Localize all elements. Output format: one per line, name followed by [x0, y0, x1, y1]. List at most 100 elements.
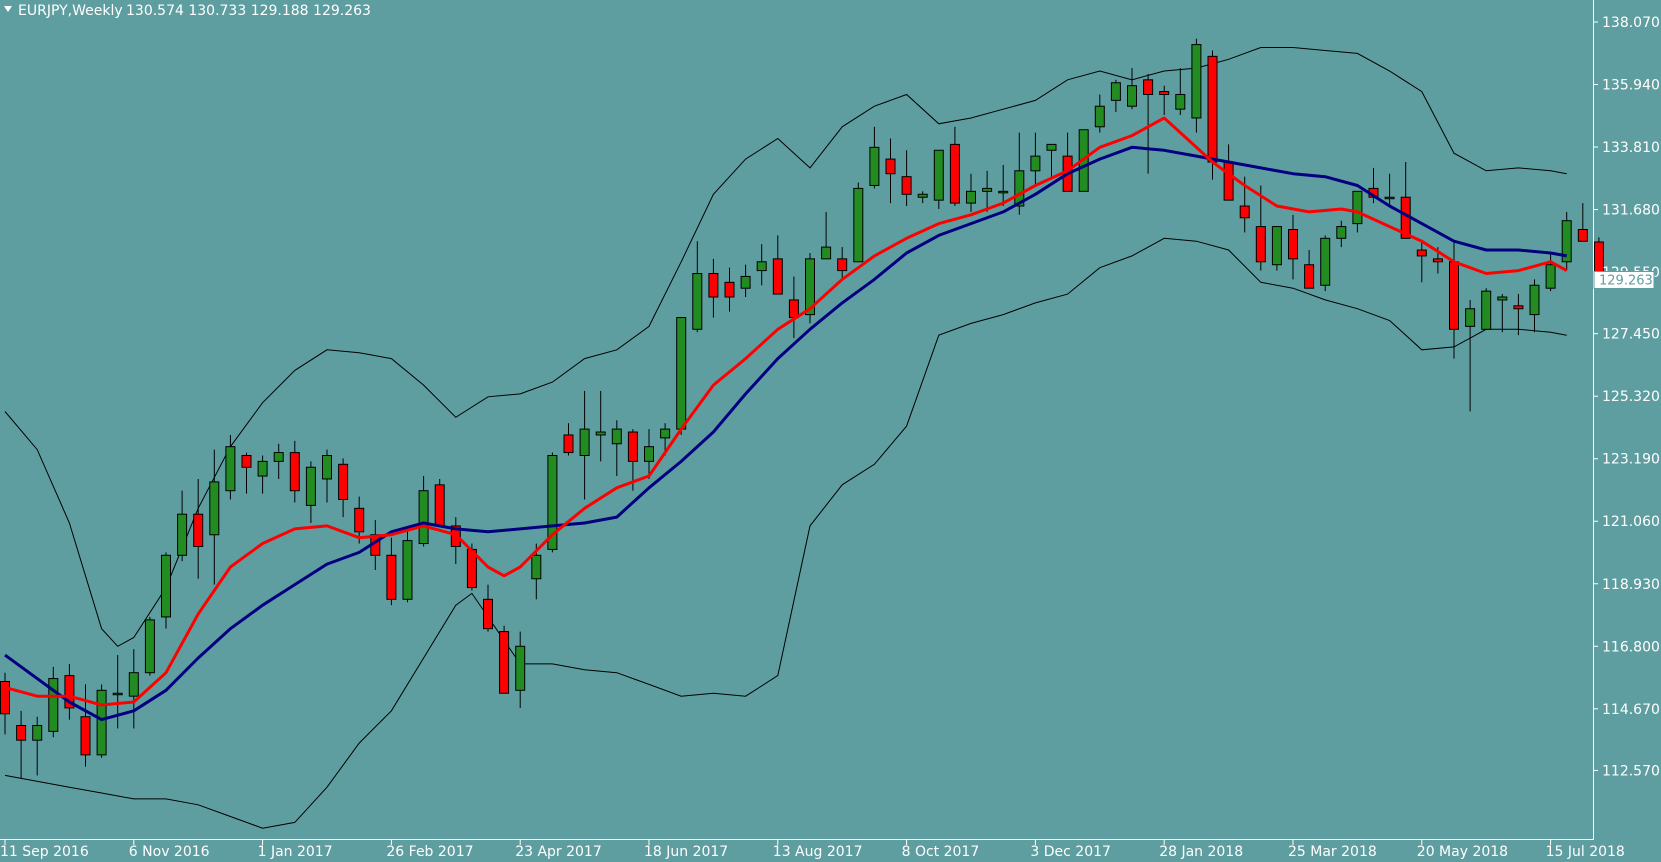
candle	[708, 258, 719, 318]
candle	[901, 150, 912, 207]
candle-body	[1384, 196, 1395, 200]
chart-header: EURJPY,Weekly 130.574 130.733 129.188 12…	[4, 3, 371, 19]
candle-body	[740, 275, 751, 289]
y-tick-label: 131.680	[1602, 203, 1660, 219]
y-axis-ticks: 138.070135.940133.810131.680129.550127.4…	[1593, 15, 1660, 779]
candle-body	[1127, 85, 1137, 107]
candle-body	[1561, 220, 1572, 263]
candle	[853, 182, 864, 263]
y-tick-label: 133.810	[1602, 140, 1660, 156]
candle-body	[1159, 91, 1170, 95]
candle-body	[1465, 308, 1476, 327]
candle	[48, 666, 59, 738]
candle-body	[1207, 55, 1218, 163]
candle	[1255, 185, 1266, 271]
candle	[418, 476, 429, 547]
candle-body	[676, 317, 687, 430]
candle-body	[354, 507, 365, 533]
candle-body	[595, 431, 606, 436]
candle	[402, 531, 413, 603]
candle	[579, 390, 590, 500]
x-tick-label: 15 Jul 2018	[1546, 844, 1625, 860]
candle-body	[998, 190, 1009, 194]
candle-body	[1239, 205, 1250, 219]
candle-body	[80, 716, 91, 756]
x-tick-label: 3 Dec 2017	[1030, 844, 1111, 860]
candle	[209, 449, 220, 585]
candle-body	[1352, 190, 1363, 225]
x-tick-label: 1 Jan 2017	[258, 844, 333, 860]
candle	[32, 716, 43, 776]
x-tick-label: 28 Jan 2018	[1159, 844, 1243, 860]
x-tick-label: 25 Mar 2018	[1288, 844, 1377, 860]
ohlc-label: 130.574 130.733 129.188 129.263	[126, 3, 371, 19]
candle	[1014, 132, 1025, 215]
candle	[1094, 94, 1105, 133]
candle	[692, 241, 703, 333]
candle-body	[1223, 161, 1234, 201]
candle-body	[1110, 82, 1121, 101]
candle	[96, 684, 107, 758]
candle-body	[1577, 229, 1588, 242]
bands-layer	[4, 47, 1567, 829]
candle	[386, 537, 397, 606]
y-tick-label: 118.930	[1602, 577, 1660, 593]
y-tick-label: 112.570	[1602, 763, 1660, 779]
candle-body	[1014, 170, 1025, 207]
candle	[1271, 226, 1282, 271]
candle	[289, 440, 300, 503]
candle-body	[788, 299, 799, 319]
candle-body	[901, 176, 912, 195]
candle	[1191, 38, 1202, 133]
candle-body	[1449, 261, 1459, 330]
candle-body	[756, 261, 767, 272]
candle	[354, 496, 365, 544]
candle-body	[885, 158, 896, 175]
candle-body	[515, 645, 526, 691]
candle-body	[241, 454, 252, 468]
symbol-label: EURJPY,Weekly	[18, 3, 123, 19]
candle	[869, 126, 880, 189]
candle-body	[724, 281, 735, 298]
candle	[1127, 68, 1137, 110]
candle	[1320, 235, 1331, 292]
x-tick-label: 13 Aug 2017	[773, 844, 863, 860]
candle	[338, 458, 349, 518]
candle	[1030, 132, 1041, 186]
candle-body	[322, 454, 332, 480]
candle-body	[933, 149, 944, 201]
candle-body	[112, 692, 123, 696]
candle-body	[273, 452, 284, 462]
candle-body	[499, 631, 510, 694]
candle	[161, 552, 171, 629]
candle	[1110, 79, 1121, 113]
candle-body	[563, 434, 574, 454]
candle	[241, 452, 252, 494]
candle	[322, 449, 332, 503]
candle	[676, 317, 687, 435]
current-price-tag-box	[1593, 270, 1655, 289]
candle-body	[402, 540, 413, 600]
candle	[1481, 288, 1492, 330]
y-tick-label: 114.670	[1602, 702, 1660, 718]
candle	[1577, 203, 1588, 242]
candle-body	[692, 273, 703, 330]
chevron-down-icon[interactable]	[4, 6, 12, 12]
candle	[611, 420, 622, 477]
candle-body	[966, 190, 976, 204]
x-axis-ticks: 11 Sep 2016 6 Nov 2016 1 Jan 2017 26 Feb 20…	[0, 840, 1625, 860]
y-tick-label: 127.450	[1602, 327, 1660, 343]
candle-body	[1094, 105, 1105, 128]
candle-body	[853, 187, 864, 263]
candle	[1336, 220, 1347, 248]
candle	[805, 252, 815, 324]
candle	[885, 138, 896, 204]
candle	[128, 649, 139, 729]
candle-body	[1288, 229, 1298, 260]
y-tick-label: 135.940	[1602, 78, 1660, 94]
candle-body	[837, 258, 848, 272]
candle-body	[805, 258, 815, 316]
candle-body	[708, 273, 719, 298]
candle-body	[418, 490, 429, 545]
